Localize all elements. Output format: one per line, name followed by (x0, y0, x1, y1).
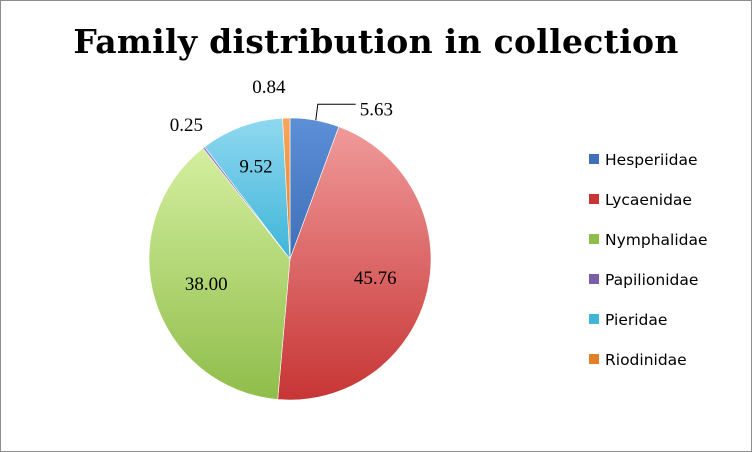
legend-label-lycaenidae: Lycaenidae (605, 191, 692, 209)
slice-lycaenidae (277, 126, 432, 401)
legend-swatch-riodinidae (589, 354, 599, 364)
slice-nymphalidae (148, 147, 291, 400)
data-label-papilionidae: 0.25 (170, 115, 203, 136)
data-label-hesperiidae: 5.63 (360, 100, 393, 121)
slice-riodinidae (282, 117, 291, 260)
legend-swatch-nymphalidae (589, 234, 599, 244)
data-labels: 5.63 45.76 38.00 0.25 9.52 0.84 (170, 77, 397, 295)
legend-label-riodinidae: Riodinidae (605, 351, 687, 369)
legend-swatch-papilionidae (589, 274, 599, 284)
legend-label-nymphalidae: Nymphalidae (605, 231, 708, 249)
legend: Hesperiidae Lycaenidae Nymphalidae Papilion… (589, 151, 708, 369)
slice-pieridae (204, 117, 291, 260)
leader-line-hesperiidae (315, 103, 356, 121)
legend-label-pieridae: Pieridae (605, 311, 667, 329)
leader-lines (315, 103, 356, 121)
legend-swatch-pieridae (589, 314, 599, 324)
legend-swatch-hesperiidae (589, 154, 599, 164)
data-label-riodinidae: 0.84 (252, 77, 286, 98)
data-label-pieridae: 9.52 (239, 156, 272, 177)
data-label-nymphalidae: 38.00 (185, 274, 228, 295)
chart-title: Family distribution in collection (73, 22, 679, 61)
data-label-lycaenidae: 45.76 (354, 268, 397, 289)
legend-label-hesperiidae: Hesperiidae (605, 151, 698, 169)
legend-swatch-lycaenidae (589, 194, 599, 204)
legend-label-papilionidae: Papilionidae (605, 271, 698, 289)
pie-slices (148, 117, 432, 401)
